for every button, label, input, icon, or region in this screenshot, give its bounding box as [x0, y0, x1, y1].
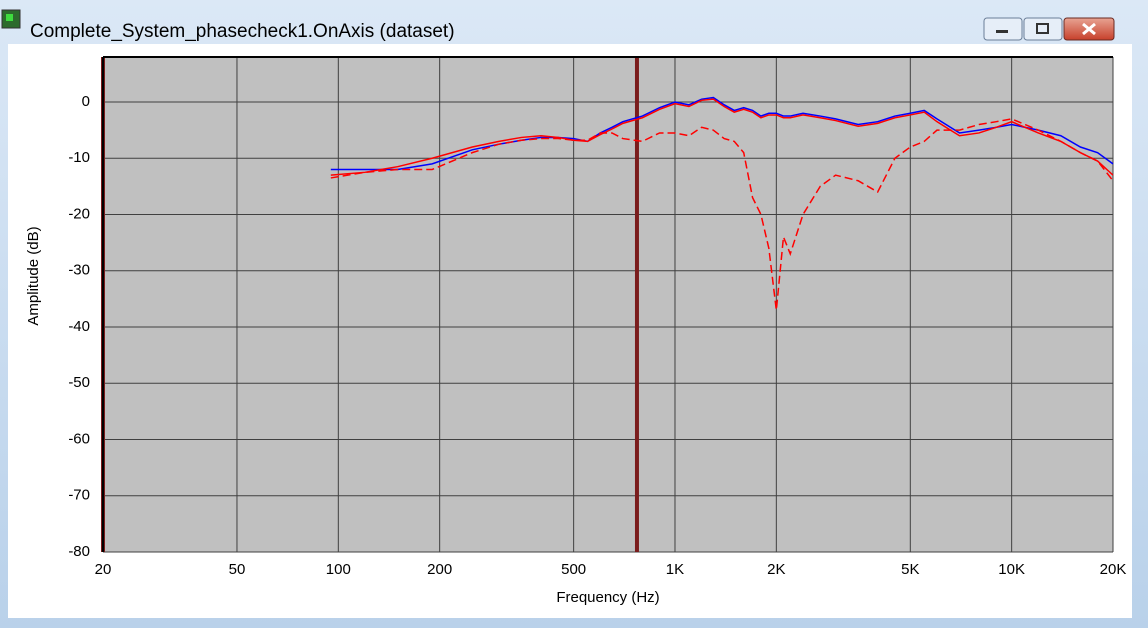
x-tick-label: 5K: [901, 561, 919, 578]
x-tick-label: 2K: [767, 561, 785, 578]
y-tick-label: -40: [68, 318, 90, 335]
x-tick-label: 10K: [998, 561, 1025, 578]
x-tick-label: 20: [95, 561, 112, 578]
series-line: [330, 118, 1114, 311]
minimize-glyph: [996, 30, 1008, 33]
maximize-button[interactable]: [1023, 17, 1063, 41]
y-tick-label: -30: [68, 262, 90, 279]
x-tick-label: 50: [229, 561, 246, 578]
plot-border: [102, 56, 1113, 552]
x-tick-label: 100: [326, 561, 351, 578]
x-tick-label: 200: [427, 561, 452, 578]
x-tick-label: 20K: [1100, 561, 1127, 578]
cursor-line: [634, 57, 639, 552]
y-tick-label: 0: [82, 93, 90, 110]
x-tick-label: 1K: [666, 561, 684, 578]
y-tick-label: -50: [68, 374, 90, 391]
y-tick-label: -10: [68, 149, 90, 166]
y-axis-title: Amplitude (dB): [25, 226, 42, 325]
window-icon-dot: [6, 14, 13, 21]
x-tick-label: 500: [561, 561, 586, 578]
y-tick-label: -60: [68, 430, 90, 447]
close-glyph: [1082, 22, 1096, 36]
x-axis-title: Frequency (Hz): [556, 589, 659, 606]
window-title: Complete_System_phasecheck1.OnAxis (data…: [30, 21, 455, 42]
y-tick-label: -80: [68, 543, 90, 560]
series-line: [330, 98, 1114, 176]
plot-area: [103, 57, 1113, 552]
maximize-glyph: [1036, 23, 1049, 34]
y-tick-label: -20: [68, 205, 90, 222]
y-tick-label: -70: [68, 487, 90, 504]
minimize-button[interactable]: [983, 17, 1023, 41]
